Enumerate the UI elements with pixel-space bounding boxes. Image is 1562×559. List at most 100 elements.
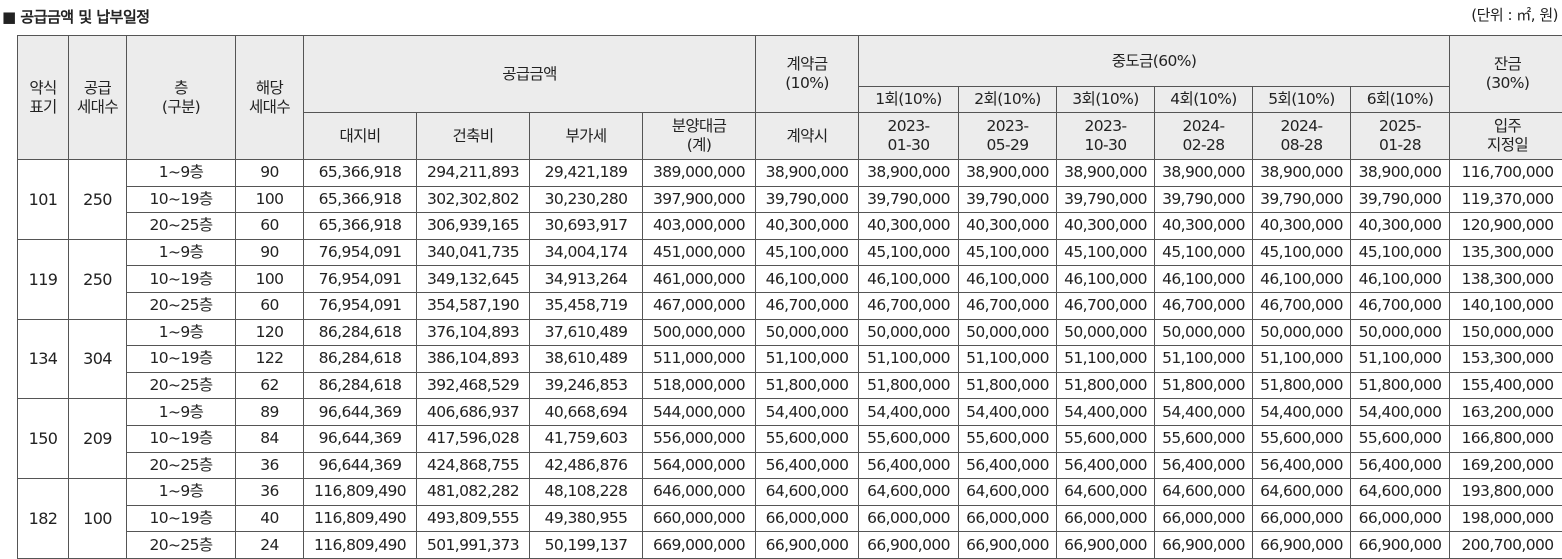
- cell-balance: 198,000,000: [1450, 505, 1562, 532]
- cell-middle-1: 64,600,000: [859, 479, 959, 506]
- cell-middle-1: 40,300,000: [859, 213, 959, 240]
- cell-middle-3: 64,600,000: [1057, 479, 1155, 506]
- cell-balance: 163,200,000: [1450, 399, 1562, 426]
- cell-middle-5: 66,900,000: [1253, 532, 1351, 559]
- cell-building: 493,809,555: [417, 505, 530, 532]
- cell-middle-4: 46,700,000: [1155, 292, 1253, 319]
- cell-floor: 20~25층: [127, 213, 236, 240]
- cell-middle-1: 50,000,000: [859, 319, 959, 346]
- cell-floor: 1~9층: [127, 399, 236, 426]
- header-middle-5: 5회(10%): [1253, 87, 1351, 113]
- cell-middle-3: 46,100,000: [1057, 266, 1155, 293]
- cell-middle-3: 50,000,000: [1057, 319, 1155, 346]
- cell-building: 294,211,893: [417, 160, 530, 187]
- cell-middle-6: 40,300,000: [1351, 213, 1450, 240]
- unit-note: (단위 : ㎡, 원): [1471, 4, 1558, 25]
- cell-middle-5: 45,100,000: [1253, 239, 1351, 266]
- cell-middle-4: 51,100,000: [1155, 346, 1253, 373]
- cell-vat: 50,199,137: [530, 532, 643, 559]
- cell-vat: 42,486,876: [530, 452, 643, 479]
- cell-middle-3: 45,100,000: [1057, 239, 1155, 266]
- cell-middle-6: 55,600,000: [1351, 425, 1450, 452]
- cell-middle-4: 46,100,000: [1155, 266, 1253, 293]
- cell-units: 36: [236, 479, 304, 506]
- cell-middle-4: 45,100,000: [1155, 239, 1253, 266]
- cell-type: 134: [18, 319, 69, 399]
- cell-balance: 120,900,000: [1450, 213, 1562, 240]
- header-building: 건축비: [417, 113, 530, 160]
- header-middle-2: 2회(10%): [959, 87, 1057, 113]
- cell-deposit: 66,900,000: [756, 532, 859, 559]
- cell-middle-3: 66,000,000: [1057, 505, 1155, 532]
- header-deposit-when: 계약시: [756, 113, 859, 160]
- cell-building: 340,041,735: [417, 239, 530, 266]
- cell-middle-6: 46,100,000: [1351, 266, 1450, 293]
- cell-middle-2: 51,800,000: [959, 372, 1057, 399]
- cell-deposit: 45,100,000: [756, 239, 859, 266]
- cell-total: 511,000,000: [643, 346, 756, 373]
- cell-balance: 150,000,000: [1450, 319, 1562, 346]
- cell-land: 86,284,618: [304, 346, 417, 373]
- cell-total: 389,000,000: [643, 160, 756, 187]
- cell-floor: 20~25층: [127, 452, 236, 479]
- cell-deposit: 64,600,000: [756, 479, 859, 506]
- cell-middle-4: 38,900,000: [1155, 160, 1253, 187]
- cell-floor: 20~25층: [127, 532, 236, 559]
- cell-middle-2: 55,600,000: [959, 425, 1057, 452]
- cell-vat: 35,458,719: [530, 292, 643, 319]
- cell-middle-2: 46,100,000: [959, 266, 1057, 293]
- cell-middle-2: 45,100,000: [959, 239, 1057, 266]
- cell-middle-4: 55,600,000: [1155, 425, 1253, 452]
- cell-middle-4: 51,800,000: [1155, 372, 1253, 399]
- cell-middle-6: 50,000,000: [1351, 319, 1450, 346]
- cell-floor: 1~9층: [127, 160, 236, 187]
- cell-balance: 116,700,000: [1450, 160, 1562, 187]
- cell-building: 302,302,802: [417, 186, 530, 213]
- cell-vat: 41,759,603: [530, 425, 643, 452]
- cell-balance: 193,800,000: [1450, 479, 1562, 506]
- cell-floor: 1~9층: [127, 479, 236, 506]
- cell-floor: 10~19층: [127, 425, 236, 452]
- cell-floor: 10~19층: [127, 186, 236, 213]
- header-total: 분양대금(계): [643, 113, 756, 160]
- cell-middle-2: 40,300,000: [959, 213, 1057, 240]
- cell-middle-5: 39,790,000: [1253, 186, 1351, 213]
- header-middle-date-6: 2025-01-28: [1351, 113, 1450, 160]
- header-land: 대지비: [304, 113, 417, 160]
- cell-total: 660,000,000: [643, 505, 756, 532]
- cell-balance: 153,300,000: [1450, 346, 1562, 373]
- cell-floor: 1~9층: [127, 239, 236, 266]
- cell-middle-1: 51,800,000: [859, 372, 959, 399]
- cell-middle-6: 56,400,000: [1351, 452, 1450, 479]
- cell-middle-5: 66,000,000: [1253, 505, 1351, 532]
- cell-middle-2: 66,000,000: [959, 505, 1057, 532]
- cell-middle-3: 40,300,000: [1057, 213, 1155, 240]
- cell-middle-1: 54,400,000: [859, 399, 959, 426]
- cell-building: 376,104,893: [417, 319, 530, 346]
- cell-vat: 37,610,489: [530, 319, 643, 346]
- cell-middle-1: 55,600,000: [859, 425, 959, 452]
- cell-households: 100: [69, 479, 127, 559]
- cell-middle-4: 40,300,000: [1155, 213, 1253, 240]
- cell-floor: 10~19층: [127, 346, 236, 373]
- cell-households: 304: [69, 319, 127, 399]
- cell-middle-5: 64,600,000: [1253, 479, 1351, 506]
- cell-units: 84: [236, 425, 304, 452]
- cell-middle-6: 66,900,000: [1351, 532, 1450, 559]
- header-balance: 잔금(30%): [1450, 36, 1562, 113]
- cell-vat: 29,421,189: [530, 160, 643, 187]
- cell-middle-3: 66,900,000: [1057, 532, 1155, 559]
- header-middle-4: 4회(10%): [1155, 87, 1253, 113]
- cell-deposit: 55,600,000: [756, 425, 859, 452]
- header-middle-date-3: 2023-10-30: [1057, 113, 1155, 160]
- cell-building: 406,686,937: [417, 399, 530, 426]
- cell-units: 60: [236, 292, 304, 319]
- cell-middle-4: 66,000,000: [1155, 505, 1253, 532]
